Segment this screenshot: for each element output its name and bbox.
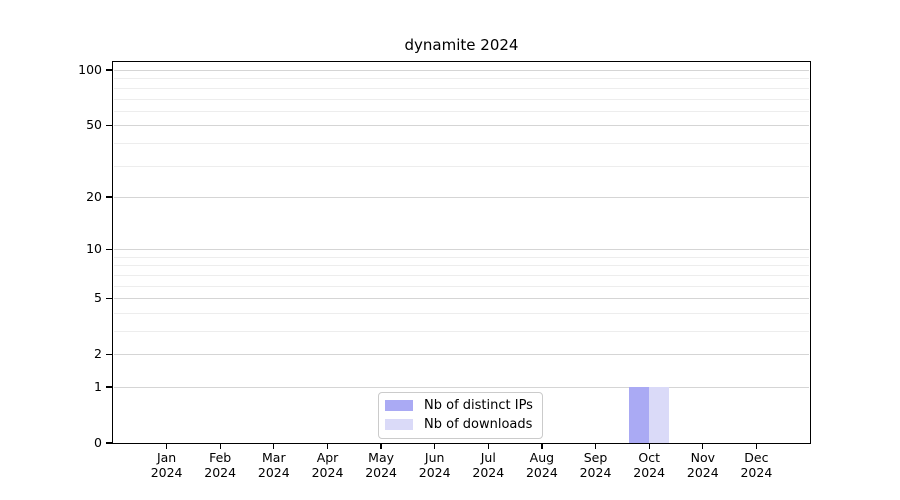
x-tick-month: Nov — [690, 450, 715, 465]
y-tick-label: 10 — [86, 241, 102, 257]
x-tick-year: 2024 — [257, 465, 290, 480]
x-tick-month: Jun — [424, 450, 445, 465]
x-tick — [165, 444, 168, 449]
x-tick-label: Aug 2024 — [510, 450, 574, 480]
minor-gridline — [114, 265, 809, 267]
x-tick-year: 2024 — [472, 465, 505, 480]
x-tick-month: Jan — [156, 450, 177, 465]
legend-swatch-downloads — [385, 419, 413, 430]
x-tick — [541, 444, 543, 449]
x-tick-month: Jul — [480, 450, 496, 465]
x-tick-label: Jul 2024 — [456, 450, 520, 480]
x-tick-month: Oct — [638, 450, 660, 465]
minor-gridline — [114, 165, 809, 167]
y-tick-label: 50 — [86, 117, 102, 133]
x-tick-year: 2024 — [686, 465, 719, 480]
x-tick-month: Dec — [744, 450, 769, 465]
major-gridline — [114, 249, 809, 251]
minor-gridline — [114, 87, 809, 89]
y-tick — [106, 196, 112, 198]
x-tick-year: 2024 — [204, 465, 237, 480]
x-tick-label: Dec 2024 — [724, 450, 788, 480]
y-tick-label: 1 — [94, 379, 102, 394]
x-tick-label: May 2024 — [349, 450, 413, 480]
minor-gridline — [114, 142, 809, 144]
y-tick — [106, 69, 112, 71]
x-tick — [380, 444, 382, 449]
x-tick-year: 2024 — [418, 465, 451, 480]
y-tick — [106, 124, 112, 126]
minor-gridline — [114, 331, 809, 332]
major-gridline — [114, 298, 809, 300]
legend-label-distinct-ips: Nb of distinct IPs — [424, 398, 533, 413]
y-tick — [106, 248, 112, 250]
legend-swatch-distinct-ips — [385, 400, 413, 411]
y-tick-label: 5 — [94, 290, 102, 306]
x-tick-label: Sep 2024 — [564, 450, 628, 480]
major-gridline — [114, 70, 809, 71]
x-tick-month: Aug — [529, 450, 555, 465]
x-tick-label: Jun 2024 — [403, 450, 467, 480]
x-tick-year: 2024 — [150, 465, 183, 480]
minor-gridline — [114, 78, 809, 80]
x-tick — [755, 444, 758, 449]
minor-gridline — [114, 98, 809, 100]
legend-item-downloads: Nb of downloads — [385, 417, 533, 432]
y-tick — [106, 386, 112, 388]
y-tick — [106, 442, 112, 444]
legend-label-downloads: Nb of downloads — [424, 417, 533, 432]
x-tick-month: May — [368, 450, 395, 465]
minor-gridline — [114, 312, 809, 314]
x-tick — [219, 444, 221, 449]
bar-downloads — [649, 387, 670, 443]
minor-gridline — [114, 256, 809, 258]
minor-gridline — [114, 110, 809, 112]
major-gridline — [114, 387, 809, 388]
x-tick-label: Feb 2024 — [188, 450, 252, 480]
x-tick-label: Nov 2024 — [671, 450, 735, 480]
legend: Nb of distinct IPs Nb of downloads — [378, 392, 543, 439]
y-tick-label: 2 — [94, 346, 102, 362]
x-tick-year: 2024 — [740, 465, 773, 480]
x-tick-month: Mar — [262, 450, 286, 465]
x-tick-year: 2024 — [525, 465, 558, 480]
legend-item-distinct-ips: Nb of distinct IPs — [385, 398, 533, 413]
minor-gridline — [114, 285, 809, 287]
x-tick-label: Apr 2024 — [296, 450, 360, 480]
x-tick-year: 2024 — [633, 465, 666, 480]
y-tick — [106, 297, 112, 299]
x-tick-label: Oct 2024 — [617, 450, 681, 480]
major-gridline — [114, 196, 809, 198]
x-tick — [326, 444, 329, 449]
x-tick — [594, 444, 597, 449]
x-tick — [273, 444, 275, 449]
x-tick-year: 2024 — [311, 465, 344, 480]
x-tick-month: Sep — [583, 450, 608, 465]
y-tick-label: 20 — [86, 188, 102, 204]
minor-gridline — [114, 274, 809, 276]
plot-border — [112, 61, 811, 444]
x-tick-label: Mar 2024 — [242, 450, 306, 480]
x-tick — [434, 444, 436, 449]
x-tick — [487, 444, 489, 449]
major-gridline — [114, 125, 809, 127]
x-tick-month: Feb — [209, 450, 232, 465]
bar-distinct-ips — [629, 387, 650, 443]
chart-title: dynamite 2024 — [404, 36, 519, 54]
x-tick-year: 2024 — [365, 465, 397, 480]
y-tick — [106, 353, 112, 355]
y-tick-label: 100 — [78, 62, 102, 77]
x-tick — [648, 444, 650, 449]
y-tick-label: 0 — [94, 435, 102, 450]
x-tick — [702, 444, 704, 449]
x-tick-month: Apr — [316, 450, 339, 465]
major-gridline — [114, 354, 809, 356]
x-tick-label: Jan 2024 — [135, 450, 199, 480]
x-tick-year: 2024 — [579, 465, 612, 480]
